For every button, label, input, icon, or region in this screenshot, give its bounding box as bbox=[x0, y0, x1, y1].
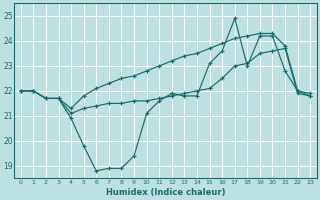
X-axis label: Humidex (Indice chaleur): Humidex (Indice chaleur) bbox=[106, 188, 225, 197]
